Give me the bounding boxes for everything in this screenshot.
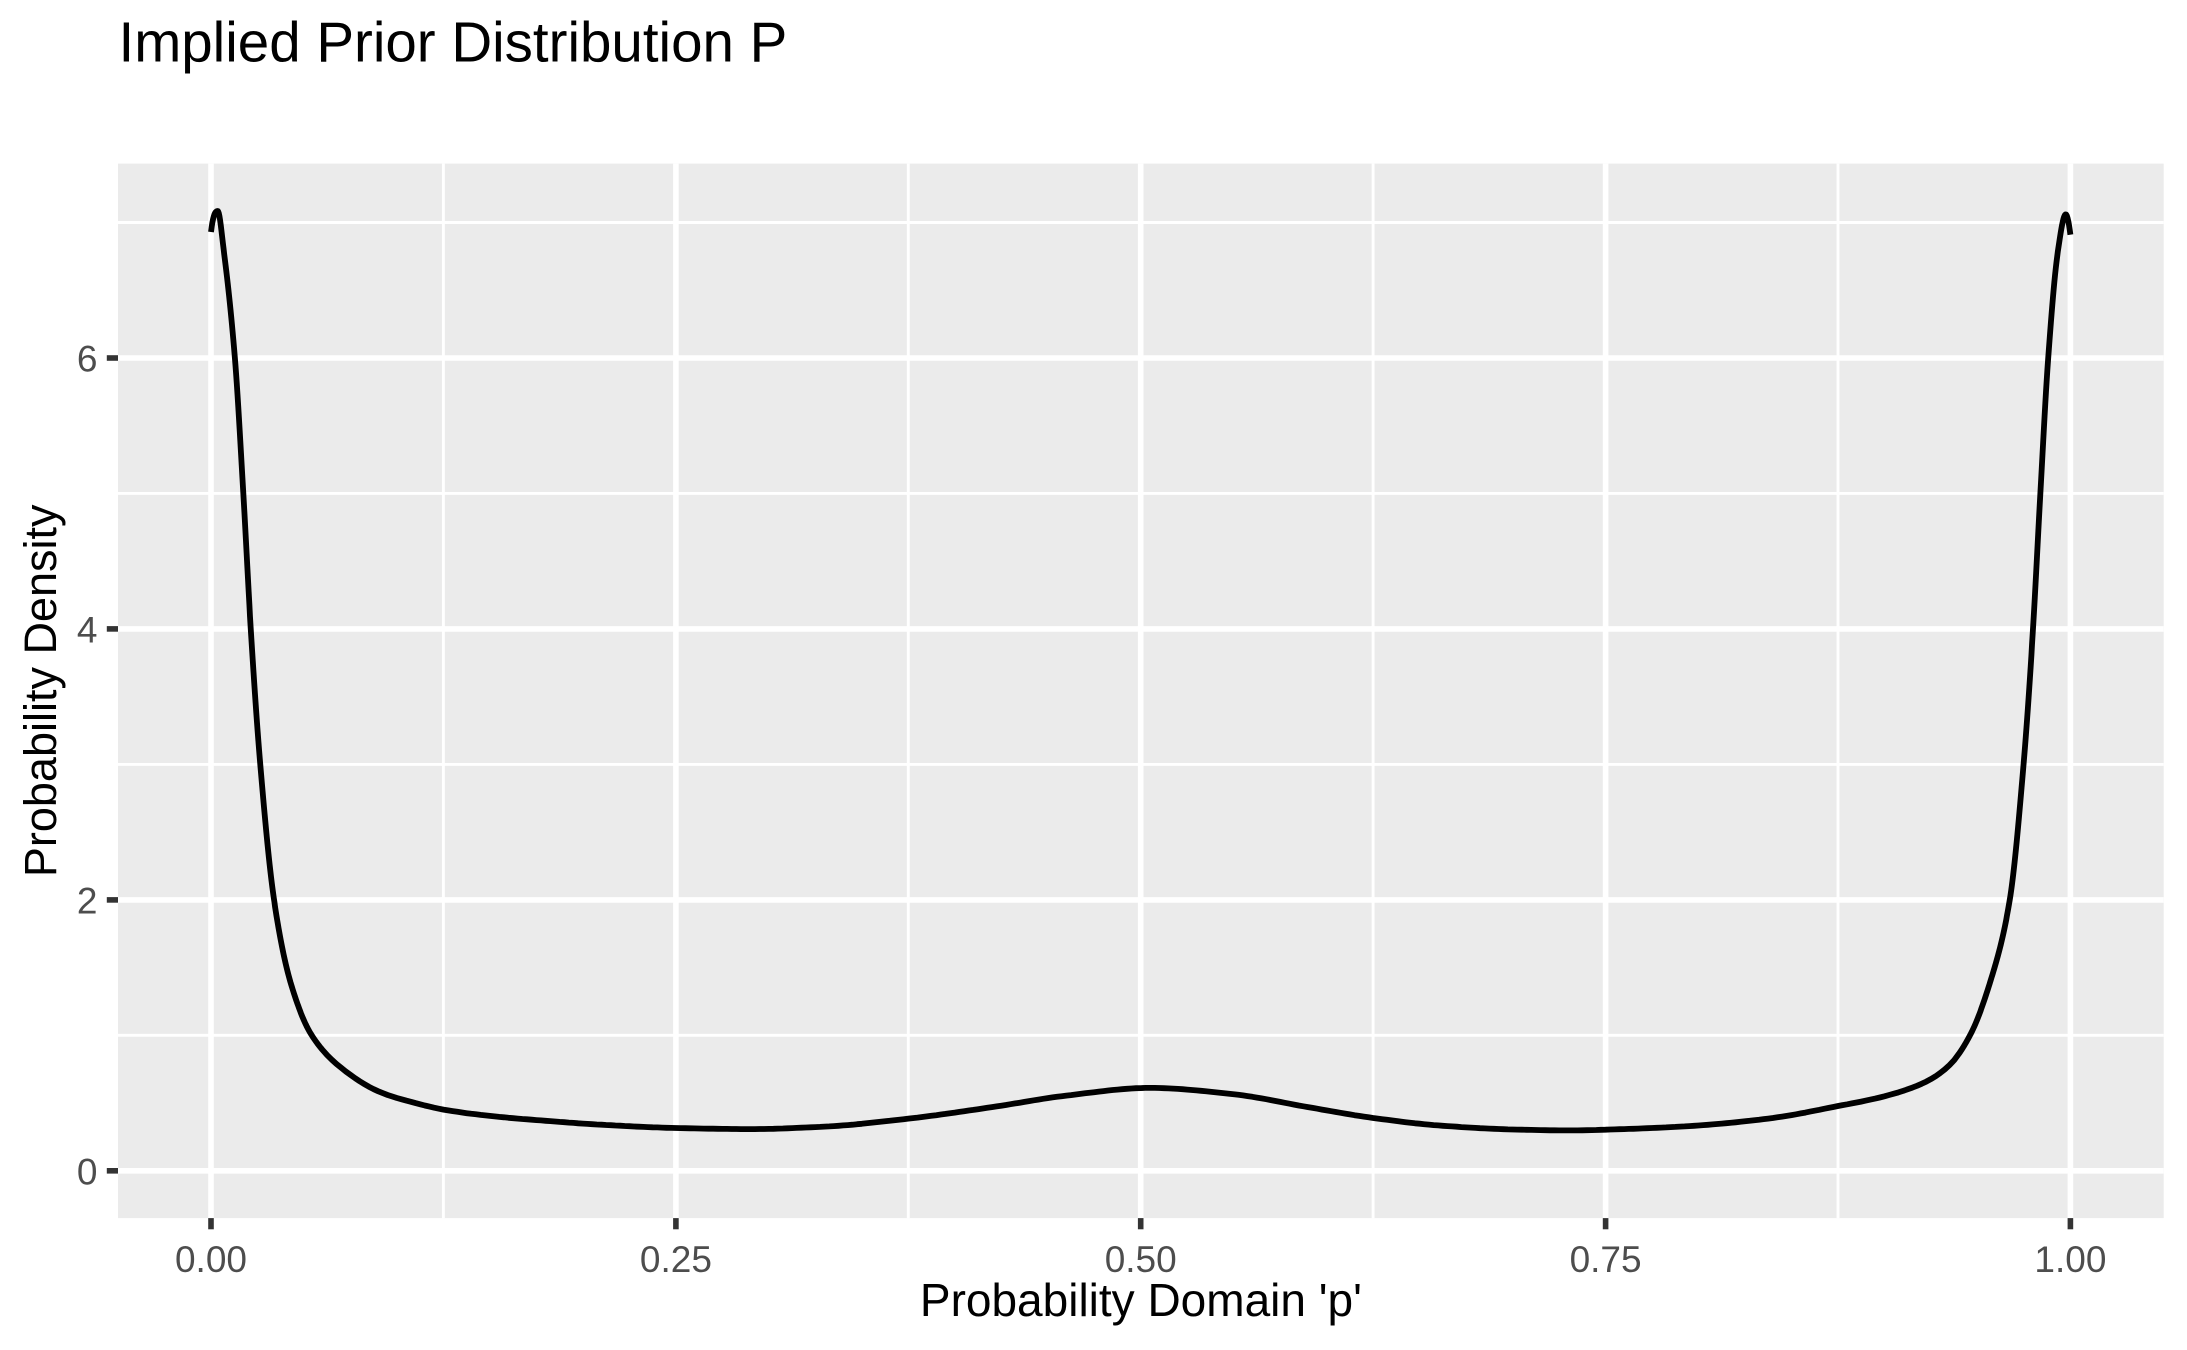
svg-text:4: 4 <box>77 610 98 651</box>
svg-text:Probability Domain 'p': Probability Domain 'p' <box>920 1274 1362 1326</box>
svg-text:Implied Prior Distribution P: Implied Prior Distribution P <box>119 11 788 74</box>
svg-text:0: 0 <box>77 1152 98 1193</box>
svg-text:0.50: 0.50 <box>1105 1239 1177 1280</box>
svg-text:0.00: 0.00 <box>175 1239 247 1280</box>
svg-text:0.75: 0.75 <box>1570 1239 1642 1280</box>
svg-text:2: 2 <box>77 881 98 922</box>
svg-text:1.00: 1.00 <box>2034 1239 2106 1280</box>
svg-text:0.25: 0.25 <box>640 1239 712 1280</box>
svg-text:6: 6 <box>77 339 98 380</box>
svg-text:Probability Density: Probability Density <box>15 504 66 877</box>
